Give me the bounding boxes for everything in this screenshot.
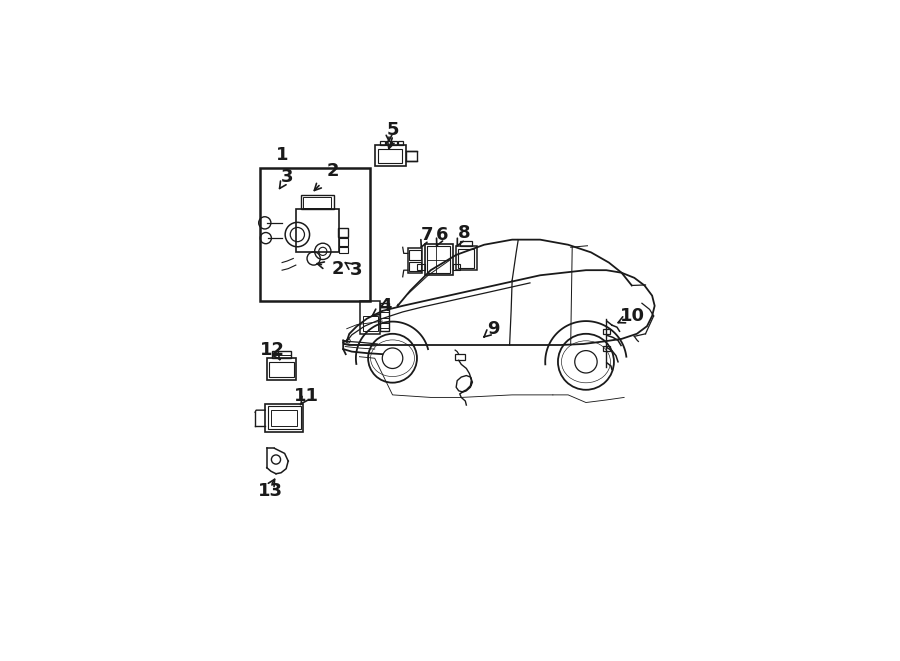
Bar [266, 358, 296, 379]
Text: 3: 3 [349, 261, 362, 279]
Bar [339, 238, 348, 247]
Bar [425, 244, 453, 275]
Text: 2: 2 [332, 260, 345, 278]
Bar [603, 329, 610, 334]
Bar [378, 149, 402, 163]
Text: 6: 6 [436, 225, 448, 243]
Bar [410, 250, 420, 260]
Text: 5: 5 [387, 121, 400, 139]
Bar [456, 246, 476, 270]
Bar [361, 301, 380, 334]
Bar [338, 228, 348, 237]
Bar [410, 262, 420, 271]
Bar [392, 141, 397, 145]
Bar [398, 141, 403, 145]
Text: 11: 11 [294, 387, 319, 405]
Text: 12: 12 [260, 341, 285, 359]
Text: 13: 13 [258, 482, 284, 500]
Bar [363, 316, 378, 331]
Text: 1: 1 [275, 145, 288, 164]
Bar [272, 410, 297, 426]
Bar [303, 198, 331, 208]
Bar [296, 209, 339, 253]
Bar [339, 247, 348, 253]
Bar [406, 151, 418, 161]
Text: 3: 3 [281, 168, 293, 186]
Bar [455, 354, 465, 360]
Bar [417, 264, 425, 270]
Bar [269, 362, 293, 377]
Bar [260, 169, 370, 301]
Bar [458, 249, 474, 268]
Text: 2: 2 [327, 162, 339, 180]
Bar [603, 346, 610, 350]
Bar [266, 403, 303, 432]
Bar [272, 351, 292, 358]
Text: 4: 4 [380, 297, 392, 315]
Bar [408, 249, 422, 273]
Bar [386, 141, 391, 145]
Bar [374, 145, 406, 166]
Bar [380, 303, 389, 331]
Text: 10: 10 [620, 307, 644, 325]
Bar [428, 247, 450, 273]
Bar [453, 264, 460, 270]
Text: 8: 8 [457, 224, 470, 242]
Bar [268, 406, 301, 429]
Bar [301, 195, 334, 209]
Text: 7: 7 [420, 225, 433, 243]
Bar [460, 241, 473, 246]
Text: 9: 9 [487, 320, 500, 338]
Bar [380, 141, 385, 145]
